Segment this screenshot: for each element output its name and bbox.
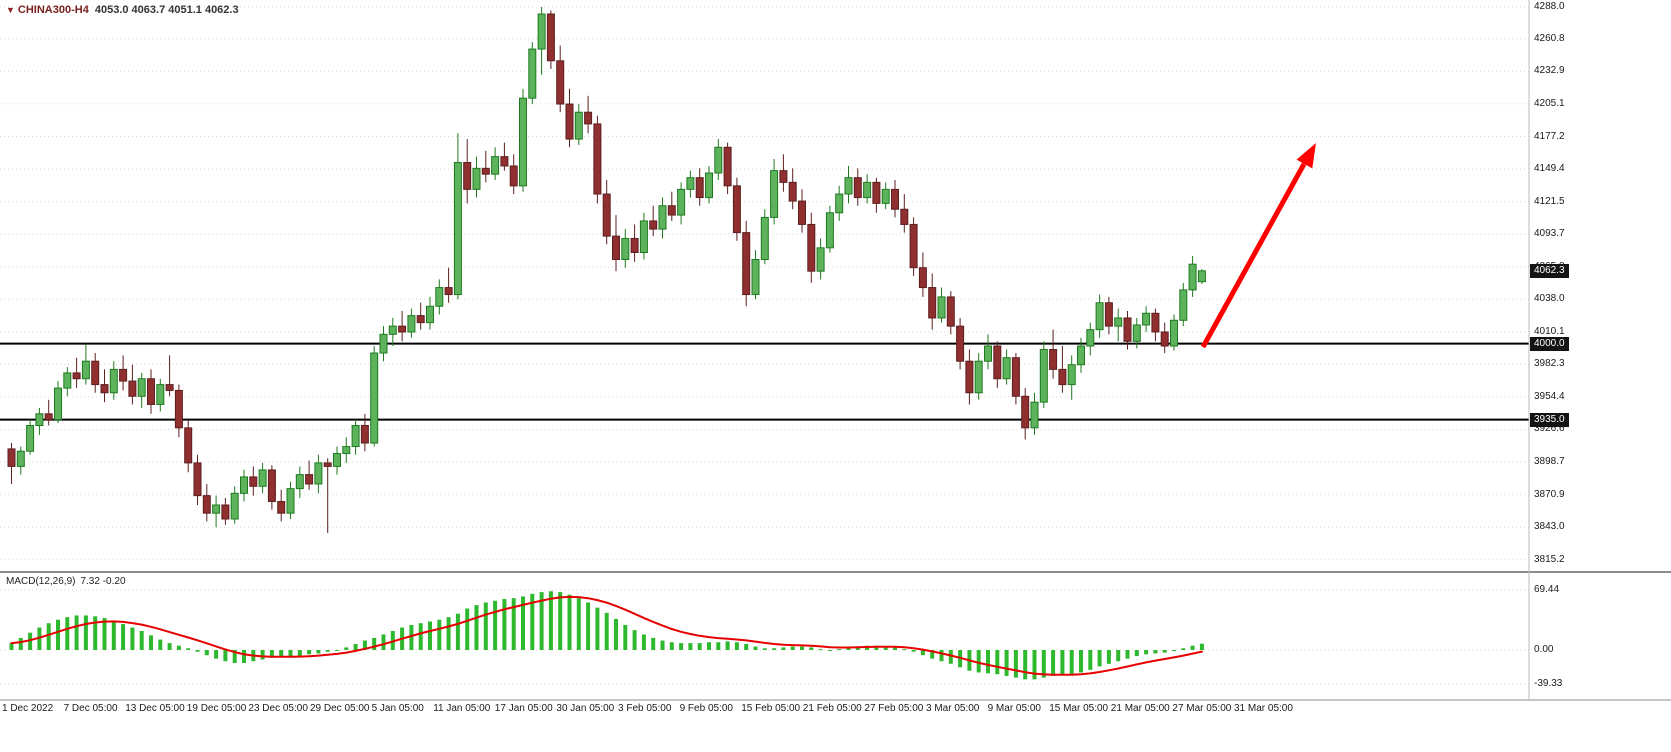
time-axis-label: 7 Dec 05:00 [63, 703, 118, 714]
price-axis-label: 4093.7 [1534, 228, 1565, 240]
price-axis-label: 4177.2 [1534, 130, 1565, 142]
macd-grid [0, 589, 1529, 685]
time-axis-label: 15 Mar 05:00 [1049, 703, 1109, 714]
macd-values: 7.32 -0.20 [80, 576, 126, 587]
time-axis-label: 13 Dec 05:00 [125, 703, 185, 714]
macd-indicator-label: MACD(12,26,9) 7.32 -0.20 [6, 576, 126, 587]
macd-axis-label: 69.44 [1534, 584, 1560, 595]
macd-name: MACD(12,26,9) [6, 576, 76, 587]
time-axis-label: 9 Feb 05:00 [679, 703, 733, 714]
price-axis-label: 4149.4 [1534, 163, 1565, 175]
price-grid [0, 6, 1529, 561]
current-price-tag: 4062.3 [1530, 263, 1569, 278]
time-axis-label: 27 Mar 05:00 [1172, 703, 1232, 714]
time-axis-label: 15 Feb 05:00 [741, 703, 801, 714]
symbol-name: CHINA300-H4 [17, 4, 89, 16]
trend-arrow[interactable] [1200, 143, 1316, 349]
time-axis-label: 21 Feb 05:00 [802, 703, 862, 714]
time-axis-label: 1 Dec 2022 [2, 703, 54, 714]
price-axis-label: 3982.3 [1534, 358, 1565, 370]
price-axis-label: 4038.0 [1534, 293, 1565, 305]
price-axis-label: 4260.8 [1534, 32, 1565, 44]
time-axis-label: 21 Mar 05:00 [1110, 703, 1170, 714]
candlestick-series[interactable] [7, 7, 1206, 534]
price-axis-label: 3870.9 [1534, 488, 1565, 500]
time-axis-label: 17 Jan 05:00 [494, 703, 553, 714]
level-price-tag-4000[interactable]: 4000.0 [1530, 336, 1569, 351]
price-axis-label: 4121.5 [1534, 195, 1565, 207]
price-axis-label: 4010.1 [1534, 325, 1565, 337]
time-axis-label: 31 Mar 05:00 [1234, 703, 1293, 714]
time-axis-label: 5 Jan 05:00 [371, 703, 424, 714]
macd-axis-label: 0.00 [1534, 644, 1554, 655]
time-axis-label: 23 Dec 05:00 [248, 703, 308, 714]
time-axis-label: 29 Dec 05:00 [310, 703, 370, 714]
price-axis-label: 4288.0 [1534, 1, 1565, 12]
time-axis-label: 11 Jan 05:00 [433, 703, 491, 714]
time-axis-label: 30 Jan 05:00 [556, 703, 615, 714]
price-axis-label: 3898.7 [1534, 456, 1565, 468]
symbol-ohlc-values: 4053.0 4063.7 4051.1 4062.3 [94, 4, 239, 16]
time-axis-label: 3 Feb 05:00 [618, 703, 672, 714]
time-axis-label: 9 Mar 05:00 [987, 703, 1041, 714]
time-axis-label: 27 Feb 05:00 [864, 703, 924, 714]
price-axis-label: 3926.6 [1534, 423, 1565, 435]
macd-histogram [9, 591, 1204, 680]
price-axis-label: 4232.9 [1534, 65, 1565, 77]
symbol-info-bar: ▼ CHINA300-H4 4053.0 4063.7 4051.1 4062.3 [6, 4, 239, 16]
price-axis-label: 3843.0 [1534, 521, 1565, 533]
time-axis-label: 19 Dec 05:00 [186, 703, 247, 714]
macd-axis-label: -39.33 [1534, 677, 1563, 689]
symbol-dropdown-icon[interactable]: ▼ [6, 5, 15, 15]
price-axis-label: 4205.1 [1534, 97, 1565, 109]
price-axis-label: 3954.4 [1534, 390, 1565, 402]
time-axis-label: 3 Mar 05:00 [926, 703, 980, 714]
level-price-tag-3935[interactable]: 3935.0 [1530, 412, 1569, 427]
price-axis-label: 3815.2 [1534, 553, 1565, 565]
macd-signal-line [10, 595, 1203, 676]
